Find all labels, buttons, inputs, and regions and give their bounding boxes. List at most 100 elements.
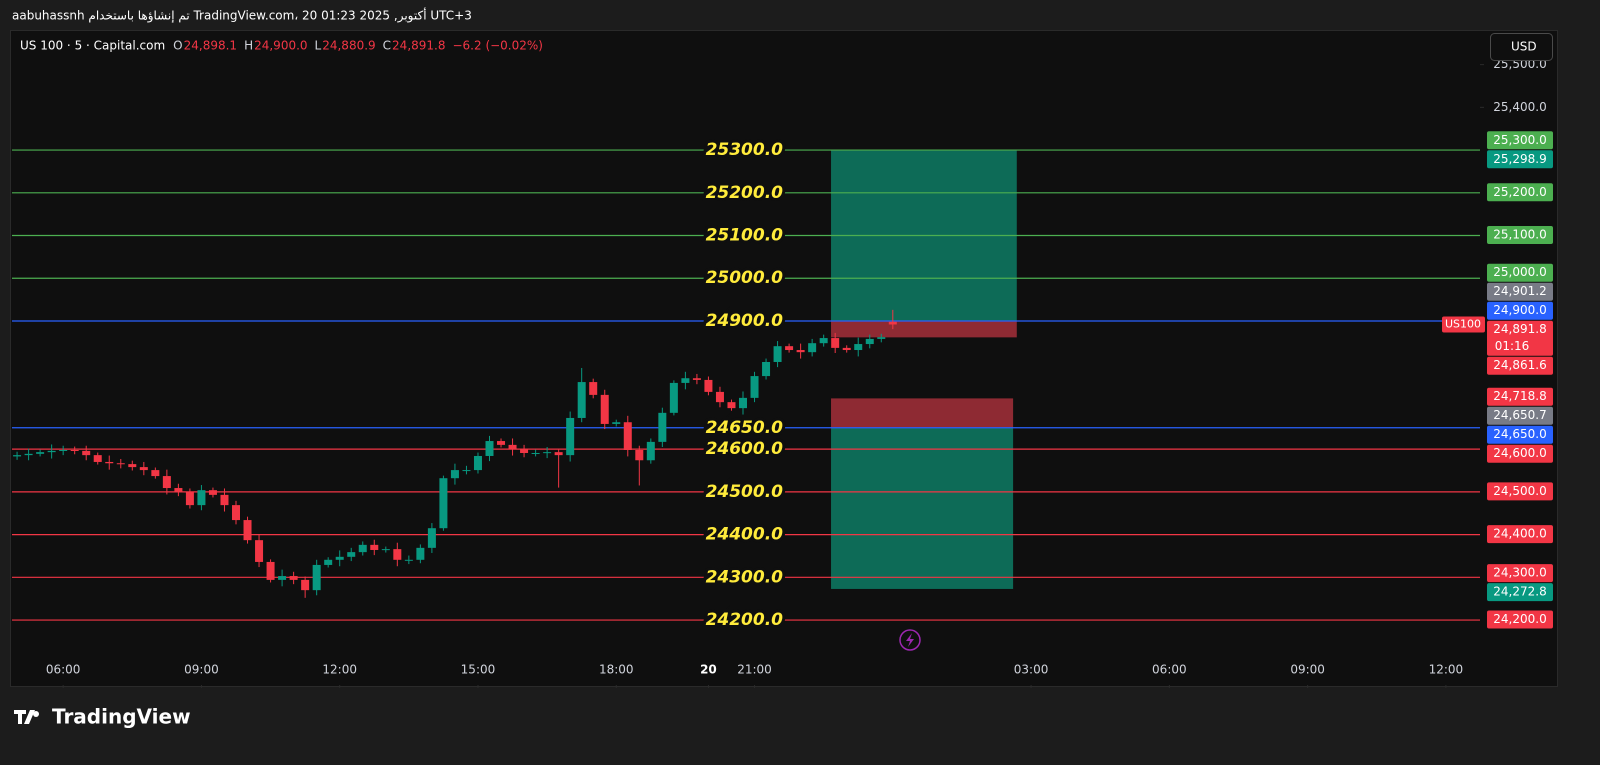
candle-body [47,450,56,453]
candle-body [151,470,160,477]
price-label: 25,000.0 [1493,265,1546,279]
candle-body [36,452,45,454]
candle-body [704,379,713,392]
legend-text: 24,900.0 [254,39,307,53]
price-label: 24,718.8 [1493,389,1546,403]
level-label: 24300.0 [706,567,784,587]
candle-body [877,337,886,339]
candle-body [554,452,563,456]
candle-body [404,559,413,561]
candle-body [473,455,482,471]
x-tick-label: 12:00 [322,663,357,677]
price-label: 25,100.0 [1493,228,1546,242]
candle-body [381,549,390,551]
candle-body [105,461,114,464]
candle-body [566,417,575,456]
price-label-box [1487,482,1553,501]
candle-body [289,576,298,580]
candle-body [612,422,621,424]
candle-body [831,338,840,348]
brand-logo: TradingView [14,705,191,729]
legend-text: 24,880.9 [322,39,375,53]
candle-body [520,449,529,453]
legend-text: 24,898.1 [184,39,237,53]
currency-button-box[interactable] [1490,33,1553,61]
x-tick-label: 12:00 [1429,663,1464,677]
brand-name: TradingView [52,705,191,729]
candle-body [646,441,655,461]
price-label-box [1487,610,1553,629]
price-label: 24,891.8 [1493,322,1546,336]
candle-body [301,579,310,591]
price-label-box [1487,525,1553,544]
y-tick-label: 25,400.0 [1493,100,1546,114]
candle-body [255,540,264,562]
candle-body [715,391,724,403]
legend-text: O [173,39,182,53]
candle-body [623,422,632,451]
candle-body [819,338,828,344]
legend-text: 24,891.8 [392,39,445,53]
candle-body [139,467,148,471]
brand-icon-dot [33,711,39,717]
price-label: 25,300.0 [1493,133,1546,147]
price-label: 24,400.0 [1493,527,1546,541]
legend-text: −6.2 (−0.02%) [452,39,543,53]
candle-body [842,347,851,351]
candle-body [416,547,425,560]
candle-body [232,505,241,521]
legend-text: L [315,39,322,53]
price-label-box [1487,583,1553,602]
price-label: 24,650.7 [1493,408,1546,422]
x-tick-label: 21:00 [737,663,772,677]
candle-body [93,455,102,462]
price-label: 24,861.6 [1493,358,1546,372]
x-tick-label: 09:00 [1290,663,1325,677]
candle-body [854,344,863,351]
candle-body [508,444,517,450]
candle-body [312,564,321,591]
countdown: 01:16 [1495,339,1530,353]
candle-body [485,441,494,456]
x-tick-label: 06:00 [1152,663,1187,677]
candle-body [427,528,436,548]
level-label: 25300.0 [706,140,784,160]
candle-body [185,491,194,506]
price-label: 24,200.0 [1493,612,1546,626]
x-tick-label: 20 [700,663,717,677]
x-tick-label: 18:00 [599,663,634,677]
candle-body [762,361,771,377]
candle-body [324,559,333,565]
candle-body [439,478,448,529]
x-tick-label: 15:00 [461,663,496,677]
candle-body [497,441,506,445]
candle-body [635,450,644,461]
event-icon[interactable] [899,629,921,651]
candle-body [785,346,794,351]
x-tick-label: 06:00 [46,663,81,677]
candle-body [589,382,598,395]
price-label: 24,500.0 [1493,484,1546,498]
price-label: 24,650.0 [1493,427,1546,441]
currency-button[interactable]: USD [1490,33,1553,61]
candle-body [727,402,736,409]
candle-body [577,382,586,418]
event-icon-bolt [906,633,914,647]
price-label-box [1487,387,1553,406]
candle-body [773,346,782,362]
price-label-box [1487,356,1553,375]
candle-body [197,490,206,506]
x-tick-label: 03:00 [1014,663,1049,677]
candle-body [278,576,287,580]
candle-body [681,378,690,383]
candle-body [658,412,667,442]
candle-body [543,452,552,454]
currency[interactable]: USD [1511,40,1537,54]
candle-body [393,549,402,560]
price-label: 24,900.0 [1493,303,1546,317]
candle-body [13,455,22,457]
legend-text: US 100 · 5 · Capital.com [20,39,165,53]
price-label-box [1487,282,1553,301]
